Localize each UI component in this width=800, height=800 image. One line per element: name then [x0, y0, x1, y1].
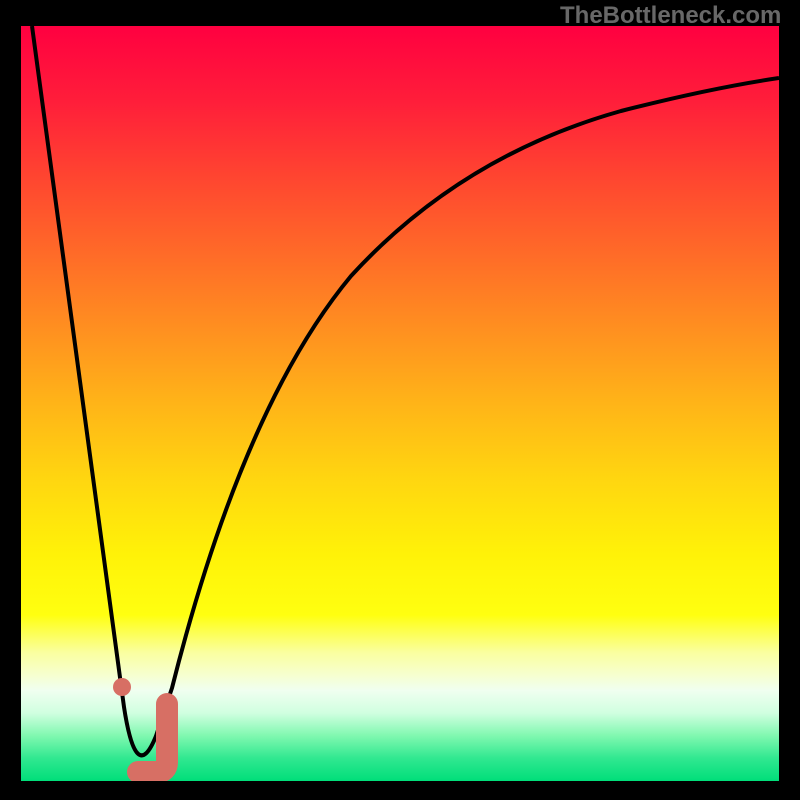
curve-layer: [21, 26, 779, 781]
watermark-text: TheBottleneck.com: [560, 2, 781, 30]
bottleneck-curve: [32, 26, 779, 755]
chart-container: TheBottleneck.com: [0, 0, 800, 800]
plot-area: [21, 26, 779, 781]
marker-dot: [113, 678, 131, 696]
marker-J: [138, 704, 167, 772]
